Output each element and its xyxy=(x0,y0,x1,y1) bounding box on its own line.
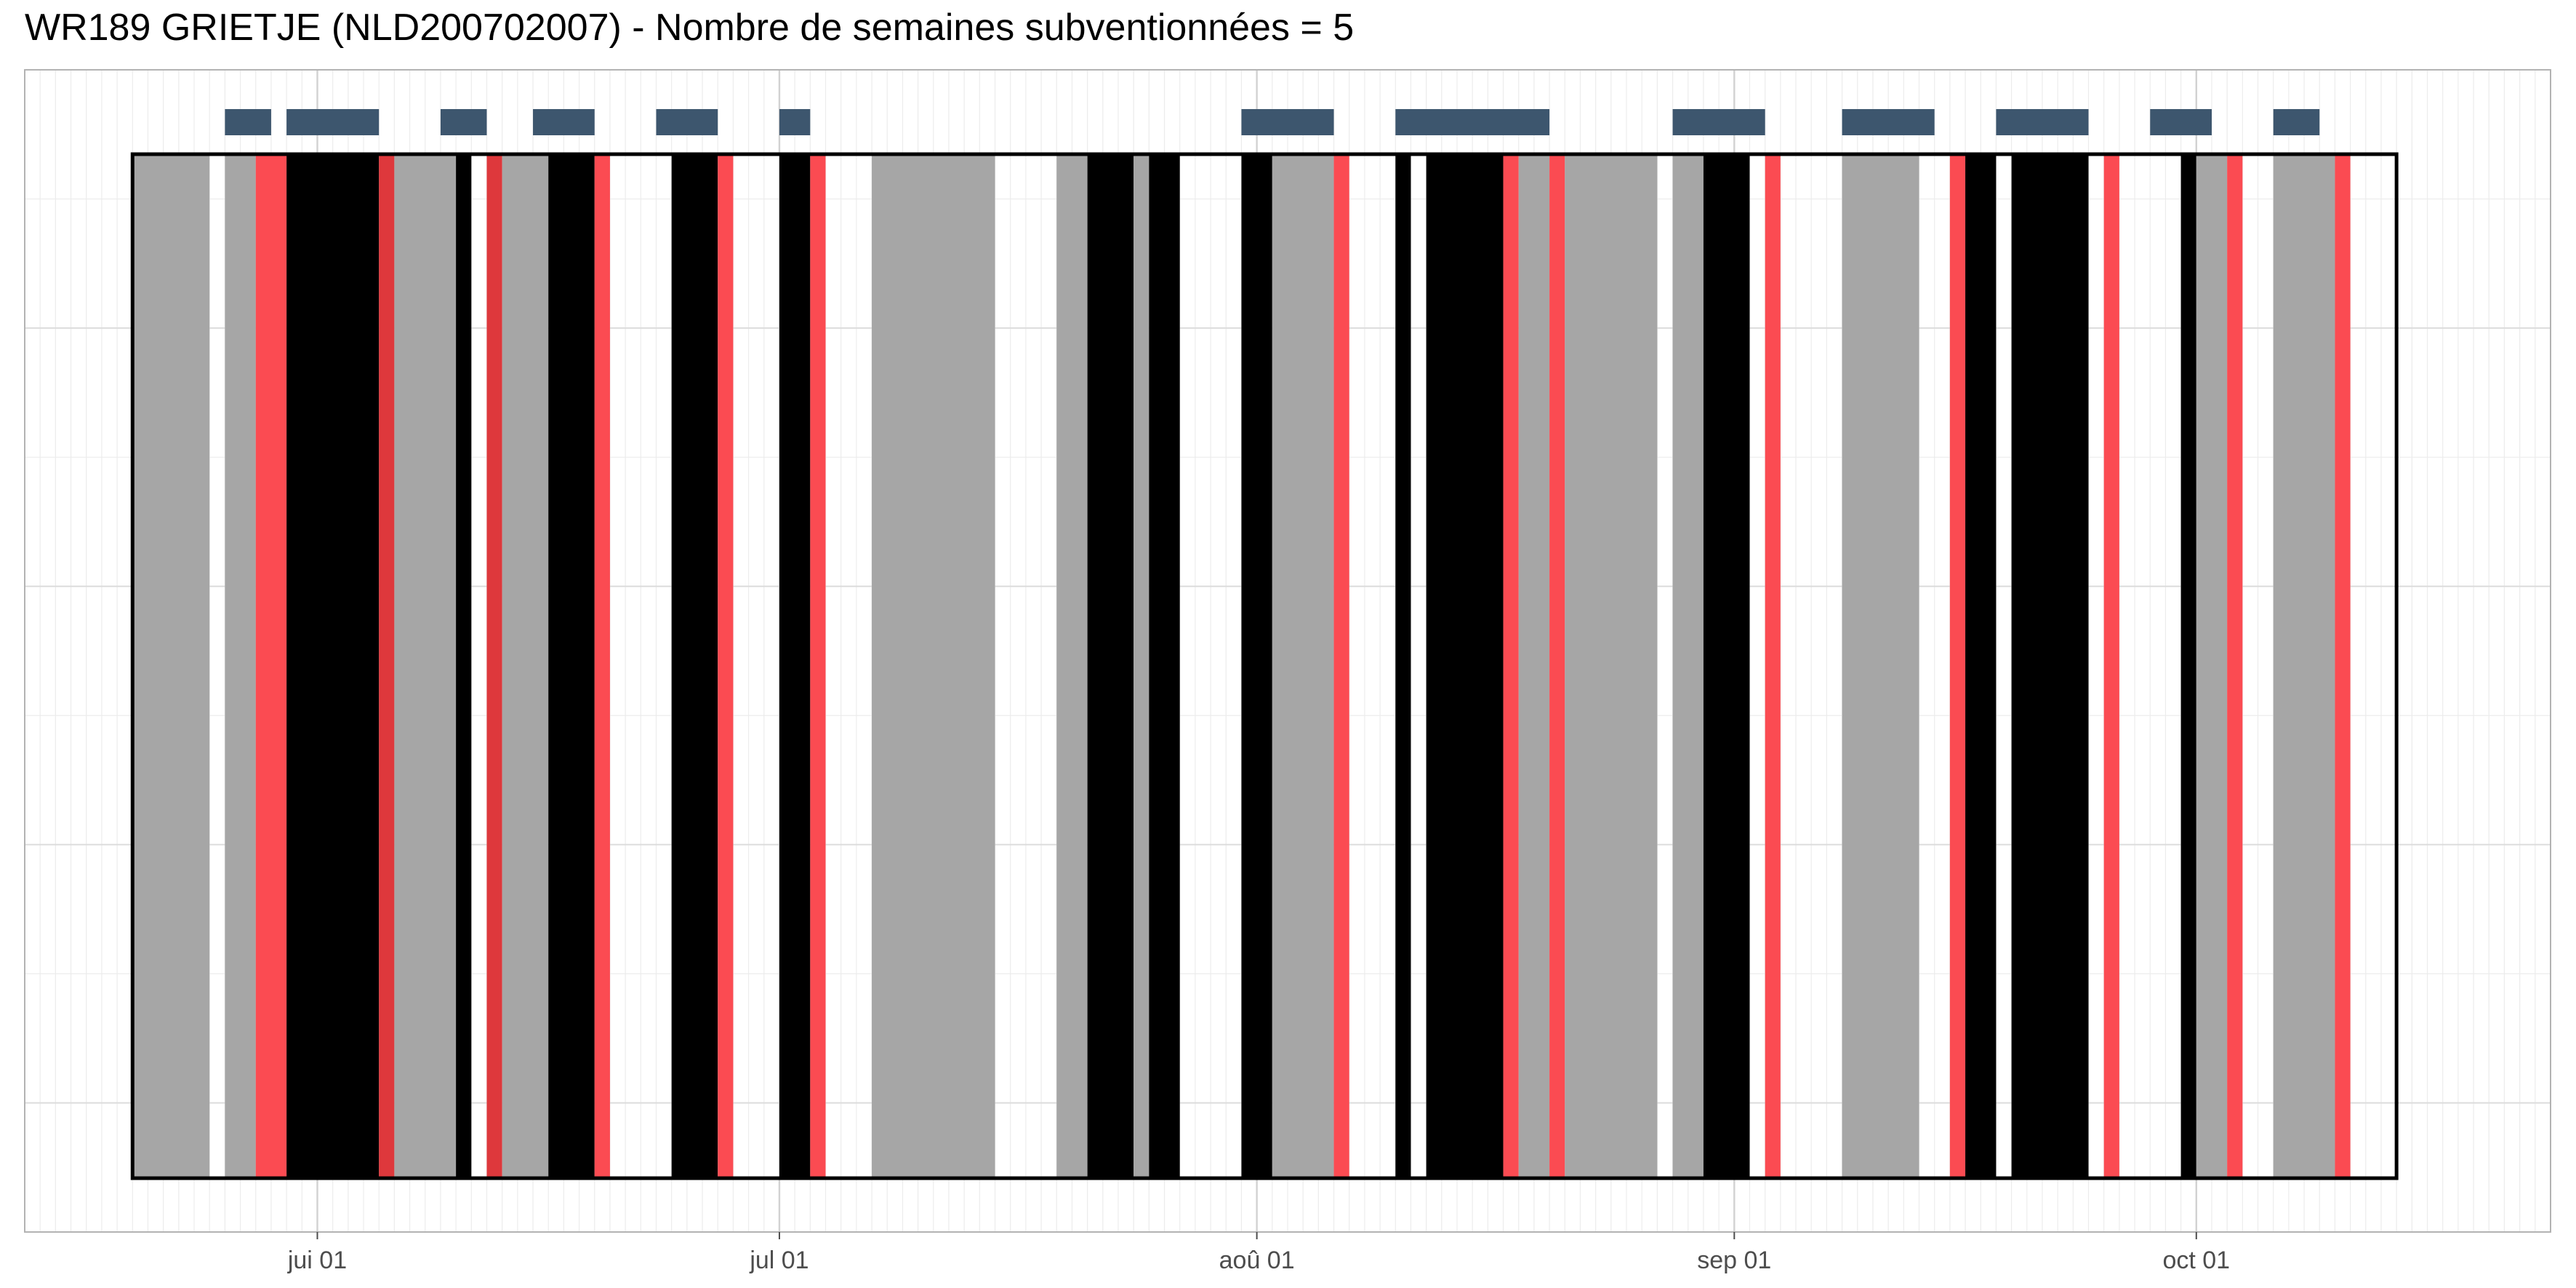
plot-panel xyxy=(24,69,2551,1233)
segment-red xyxy=(1949,154,1966,1178)
segment-gray xyxy=(1056,154,1088,1178)
segment-black xyxy=(1703,154,1750,1178)
segment-gray xyxy=(1518,154,1550,1178)
segment-black xyxy=(1965,154,1997,1178)
top-marker xyxy=(1996,109,2089,135)
segment-black xyxy=(1395,154,1411,1178)
top-markers xyxy=(225,109,2320,135)
segment-red xyxy=(718,154,734,1178)
segment-red xyxy=(1333,154,1349,1178)
segment-gray xyxy=(2273,154,2335,1178)
segment-black xyxy=(671,154,718,1178)
top-marker xyxy=(1842,109,1935,135)
segment-gray xyxy=(225,154,256,1178)
season-frame xyxy=(130,152,2399,1180)
segment-black xyxy=(1426,154,1504,1178)
top-marker xyxy=(1395,109,1550,135)
segment-dark_red xyxy=(379,154,395,1178)
segment-gray xyxy=(2196,154,2228,1178)
top-marker xyxy=(2273,109,2320,135)
segment-red xyxy=(1765,154,1781,1178)
segment-gray xyxy=(1842,154,1919,1178)
segment-black xyxy=(286,154,380,1178)
top-marker xyxy=(1672,109,1765,135)
segment-black xyxy=(456,154,472,1178)
segment-red xyxy=(594,154,610,1178)
segment-black xyxy=(1087,154,1134,1178)
day-segments xyxy=(132,154,2351,1178)
x-tick-label: sep 01 xyxy=(1697,1247,1771,1274)
x-tick-label: aoû 01 xyxy=(1219,1247,1295,1274)
x-axis: jui 01 jul 01 aoû 01 sep 01 oct 01 xyxy=(287,1232,2230,1274)
segment-black xyxy=(1241,154,1272,1178)
top-marker xyxy=(1241,109,1334,135)
segment-gray xyxy=(1672,154,1704,1178)
top-marker xyxy=(656,109,718,135)
panel-border xyxy=(24,69,2551,1233)
segment-black xyxy=(779,154,811,1178)
segment-red xyxy=(2227,154,2243,1178)
top-marker xyxy=(440,109,487,135)
segment-red xyxy=(255,154,287,1178)
segment-black xyxy=(2011,154,2089,1178)
segment-gray xyxy=(502,154,549,1178)
segment-red xyxy=(2103,154,2119,1178)
segment-gray xyxy=(1272,154,1334,1178)
segment-red xyxy=(1503,154,1519,1178)
segment-gray xyxy=(1133,154,1149,1178)
x-tick-label: jui 01 xyxy=(287,1247,347,1274)
segment-gray xyxy=(1565,154,1658,1178)
top-marker xyxy=(533,109,595,135)
segment-black xyxy=(2180,154,2196,1178)
segment-gray xyxy=(394,154,457,1178)
x-tick-label: oct 01 xyxy=(2162,1247,2230,1274)
top-marker xyxy=(286,109,380,135)
chart-title: WR189 GRIETJE (NLD200702007) - Nombre de… xyxy=(25,7,1355,49)
segment-red xyxy=(810,154,826,1178)
segment-dark_red xyxy=(486,154,502,1178)
top-marker xyxy=(225,109,271,135)
segment-black xyxy=(1149,154,1180,1178)
segment-black xyxy=(548,154,595,1178)
segment-red xyxy=(1549,154,1565,1178)
segment-gray xyxy=(872,154,995,1178)
segment-red xyxy=(2335,154,2351,1178)
segment-gray xyxy=(132,154,210,1178)
top-marker xyxy=(779,109,811,135)
x-tick-label: jul 01 xyxy=(749,1247,808,1274)
top-marker xyxy=(2150,109,2212,135)
